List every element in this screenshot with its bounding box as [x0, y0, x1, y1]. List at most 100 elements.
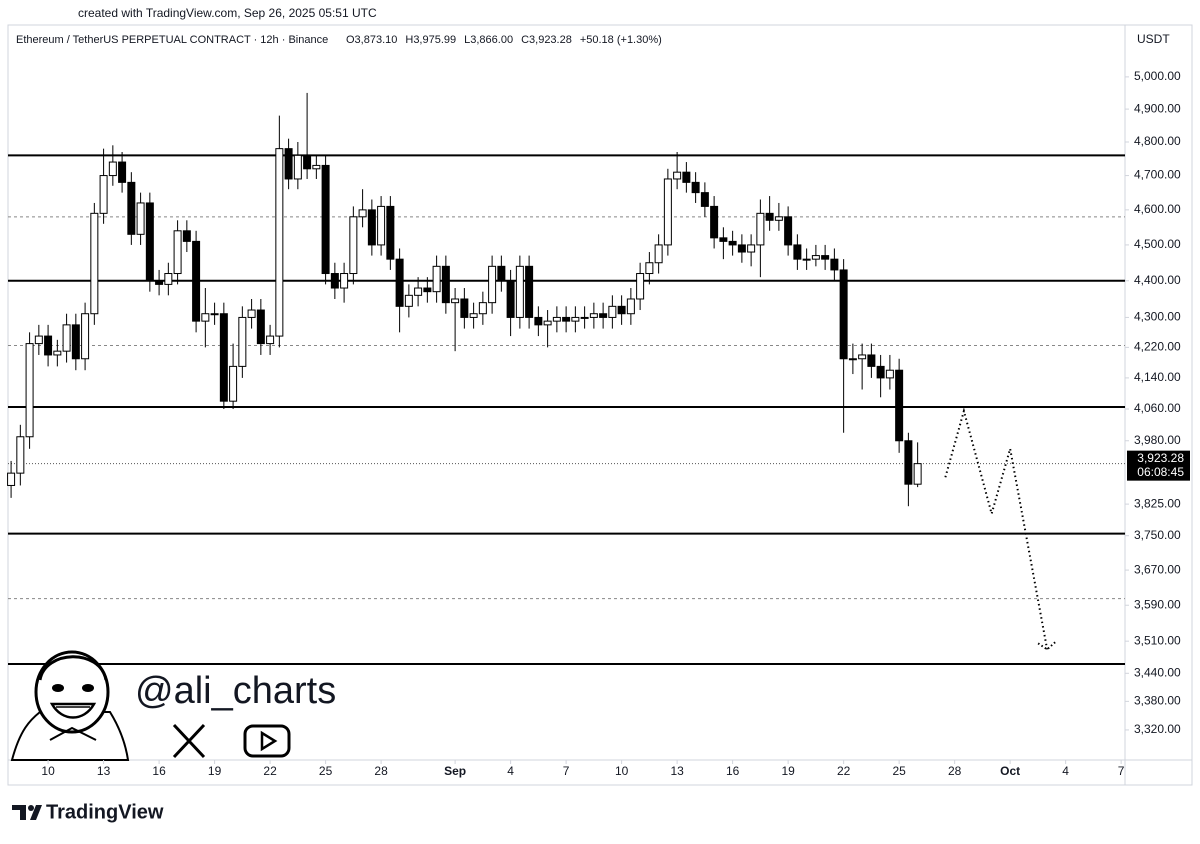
candle-body [839, 269, 848, 360]
candle-body [525, 265, 534, 318]
x-tick-label: 22 [263, 764, 277, 778]
candle-body [719, 237, 728, 242]
plot [7, 92, 1125, 666]
candle-body [663, 178, 672, 246]
x-tick-label: 7 [563, 764, 570, 778]
candle-body [765, 212, 774, 221]
candle-body [506, 280, 515, 318]
y-tick-label: 3,380.00 [1134, 694, 1181, 708]
ohlc-value: C3,923.28 [521, 34, 572, 46]
candle-body [16, 436, 25, 474]
candle-body [451, 298, 460, 304]
candle-body [108, 161, 117, 177]
candle-body [497, 265, 506, 282]
candle-body [377, 205, 386, 246]
y-tick-label: 4,600.00 [1134, 202, 1181, 216]
y-tick-label: 4,220.00 [1134, 340, 1181, 354]
candle-body [913, 463, 922, 485]
candle-body [321, 164, 330, 275]
x-tick-label: 7 [1118, 764, 1125, 778]
candle-body [432, 265, 441, 293]
candle-body [340, 273, 349, 289]
candle-body [229, 365, 238, 402]
candle-body [756, 212, 765, 246]
candle-body [155, 280, 164, 285]
candle-body [830, 258, 839, 271]
candle-body [81, 313, 90, 360]
candle-body [848, 358, 857, 361]
y-tick-label: 3,825.00 [1134, 496, 1181, 510]
candle-body [617, 305, 626, 315]
candle-body [99, 175, 108, 214]
x-tick-label: 25 [892, 764, 906, 778]
candle-body [441, 265, 450, 304]
header: Ethereum / TetherUS PERPETUAL CONTRACT ·… [16, 34, 662, 46]
x-tick-label: 19 [208, 764, 222, 778]
ohlc-value: +50.18 (+1.30%) [580, 34, 662, 46]
candle-body [700, 192, 709, 207]
x-tick-label: 4 [507, 764, 514, 778]
symbol: Ethereum / TetherUS PERPETUAL CONTRACT ·… [16, 34, 328, 46]
ohlc-value: L3,866.00 [464, 34, 513, 46]
candle-body [386, 205, 395, 260]
candle-body [515, 265, 524, 318]
candle-body [330, 273, 339, 289]
y-tick-label: 3,750.00 [1134, 528, 1181, 542]
candle-body [737, 244, 746, 253]
brand: TradingView [46, 801, 164, 823]
candle-body [192, 240, 201, 322]
candle-body [867, 354, 876, 367]
x-icon [172, 723, 206, 759]
candle-body [821, 255, 830, 260]
candle-body [395, 258, 404, 307]
x-tick-label: 28 [374, 764, 388, 778]
candle-body [691, 181, 700, 194]
y-tick-label: 4,500.00 [1134, 237, 1181, 251]
candle-body [312, 164, 321, 170]
candle-body [34, 335, 43, 345]
candle-body [44, 335, 53, 356]
candle-body [404, 294, 413, 307]
candle-body [182, 230, 191, 242]
candle-body [802, 258, 811, 261]
candle-body [118, 161, 127, 183]
candle-body [62, 324, 71, 352]
candle-body [636, 273, 645, 300]
x-tick-label: 10 [41, 764, 55, 778]
candle-body [90, 212, 99, 315]
youtube-icon [243, 724, 291, 758]
candle-body [858, 354, 867, 360]
y-tick-label: 4,700.00 [1134, 168, 1181, 182]
candle-body [219, 313, 228, 402]
y-tick-label: 3,980.00 [1134, 433, 1181, 447]
y-tick-label: 4,300.00 [1134, 310, 1181, 324]
candle-body [904, 440, 913, 485]
candle-body [876, 365, 885, 379]
candle-body [53, 350, 62, 356]
x-tick-label: 13 [97, 764, 111, 778]
y-tick-label: 4,900.00 [1134, 101, 1181, 115]
candle-body [534, 316, 543, 326]
countdown: 06:08:45 [1137, 465, 1184, 479]
candle-body [127, 181, 136, 235]
candle-body [469, 313, 478, 318]
candle-body [358, 209, 367, 218]
candle-body [349, 216, 358, 275]
candle-body [645, 262, 654, 275]
candle-body [303, 154, 312, 170]
candle-body [136, 202, 145, 235]
x-tick-label: Sep [444, 764, 466, 778]
avatar [10, 650, 130, 761]
y-tick-label: 5,000.00 [1134, 69, 1181, 83]
candle-body [488, 265, 497, 304]
y-tick-label: 3,510.00 [1134, 633, 1181, 647]
last-price-badge [1127, 450, 1190, 481]
y-tick-label: 4,060.00 [1134, 401, 1181, 415]
candle-body [885, 369, 894, 379]
watermark: @ali_charts [135, 670, 336, 712]
candle-body [173, 230, 182, 275]
candle-body [293, 154, 302, 180]
candle-body [210, 313, 219, 316]
